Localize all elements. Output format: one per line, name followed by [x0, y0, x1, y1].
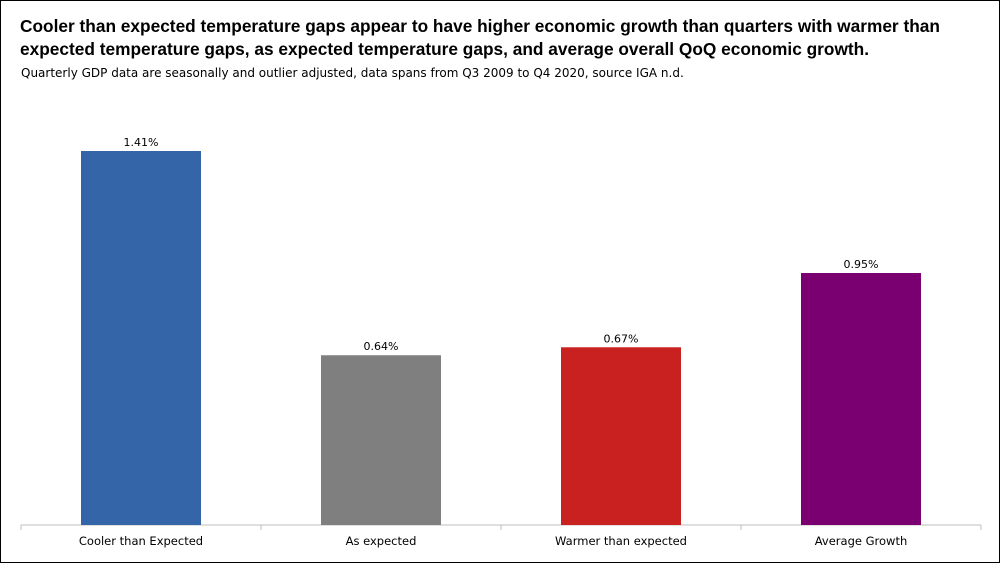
x-axis-category-label: Cooler than Expected [79, 534, 203, 548]
x-axis-category-label: Warmer than expected [555, 534, 687, 548]
bar-data-label: 0.67% [604, 332, 639, 345]
chart-subtitle: Quarterly GDP data are seasonally and ou… [21, 66, 684, 80]
x-axis-category-label: As expected [346, 534, 417, 548]
bar [801, 273, 921, 525]
bar [321, 355, 441, 525]
bar-data-label: 0.95% [844, 258, 879, 271]
bar-data-label: 1.41% [124, 136, 159, 149]
bar-data-label: 0.64% [364, 340, 399, 353]
x-axis-category-label: Average Growth [815, 534, 908, 548]
bar [81, 151, 201, 525]
bar [561, 347, 681, 525]
chart-title: Cooler than expected temperature gaps ap… [20, 16, 940, 59]
